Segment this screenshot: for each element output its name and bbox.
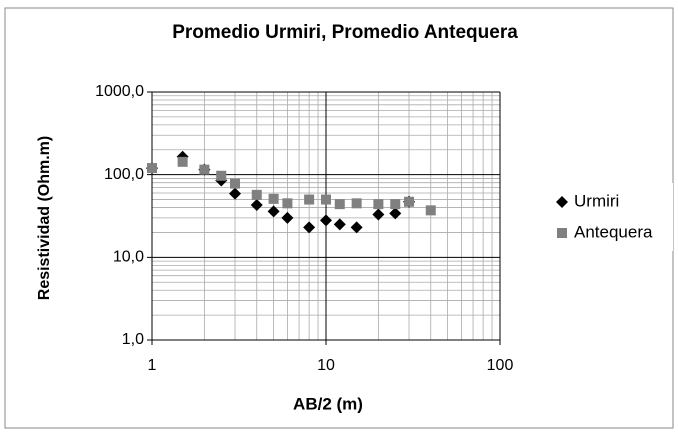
data-point [321, 194, 331, 205]
x-tick-label: 10 [317, 357, 335, 374]
x-tick-label: 100 [487, 357, 514, 374]
data-point [372, 208, 385, 221]
data-point [425, 205, 436, 216]
y-tick-label: 1000,0 [95, 83, 144, 100]
data-point [373, 199, 384, 210]
data-point [404, 196, 415, 207]
y-tick-label: 10,0 [113, 249, 144, 266]
data-point [304, 194, 315, 205]
legend-marker [557, 228, 567, 238]
data-point [351, 198, 362, 209]
x-axis-label: AB/2 (m) [293, 394, 363, 413]
legend-label: Urmiri [574, 191, 619, 210]
data-point [216, 170, 227, 181]
y-tick-label: 1,0 [122, 331, 144, 348]
legend-marker [556, 196, 568, 208]
data-point [250, 198, 263, 211]
data-point [268, 193, 279, 204]
data-point [282, 198, 293, 209]
legend-label: Antequera [574, 222, 653, 241]
data-point [333, 218, 346, 231]
data-point [389, 207, 402, 220]
data-point [267, 205, 280, 218]
x-tick-label: 1 [148, 357, 157, 374]
data-point [251, 189, 262, 200]
legend [545, 183, 673, 251]
data-point [177, 156, 188, 167]
data-point [230, 178, 241, 189]
y-tick-label: 100,0 [104, 166, 144, 183]
data-point [350, 221, 363, 234]
data-point [281, 211, 294, 224]
data-point [147, 163, 157, 174]
data-point [199, 164, 210, 175]
data-point [320, 214, 332, 227]
data-point [303, 221, 316, 234]
data-point [390, 199, 401, 210]
chart-title: Promedio Urmiri, Promedio Antequera [172, 22, 518, 43]
y-axis-label: Resistividad (Ohm.m) [36, 136, 53, 300]
data-point [334, 199, 345, 210]
data-point [229, 187, 242, 200]
